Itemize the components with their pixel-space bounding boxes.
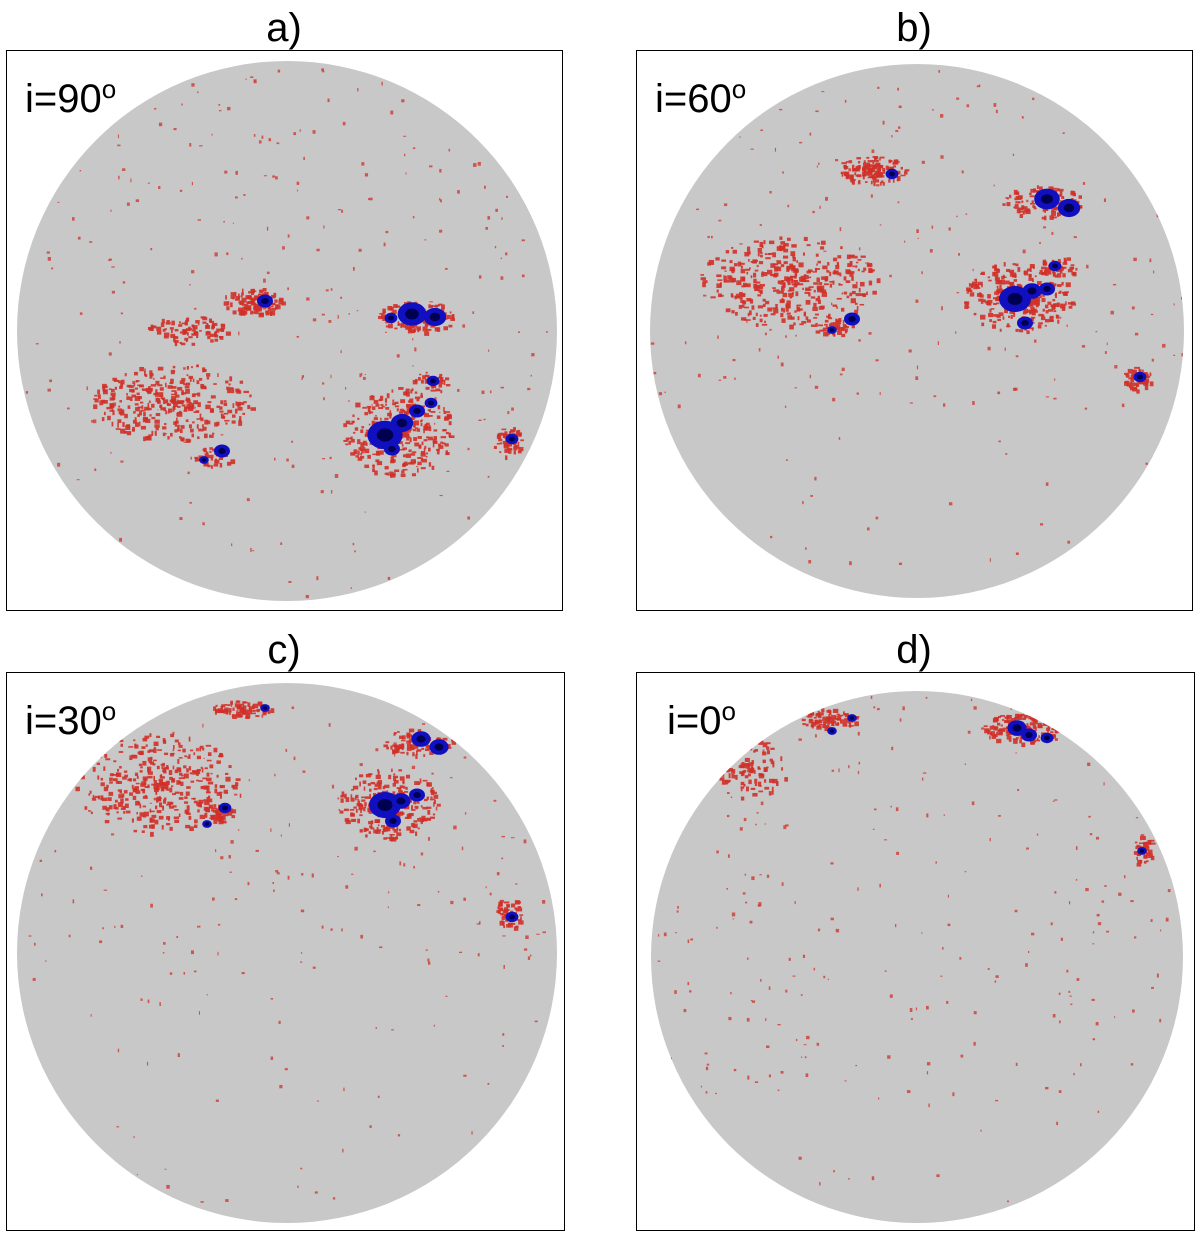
starspot-umbra [413, 408, 421, 414]
starspot-umbra [222, 805, 228, 811]
panel-a-frame: i=90o [6, 50, 563, 611]
starspot-umbra [429, 312, 441, 322]
surface-features [28, 700, 546, 1203]
panel-a-inclination-text: i=90 [25, 77, 102, 121]
panel-b-frame: i=60o [636, 50, 1193, 611]
panel-d-inclination-text: i=0 [667, 699, 722, 743]
starspot-umbra [396, 797, 406, 805]
starspot-umbra [1007, 293, 1023, 305]
panel-c-inclination-label: i=30o [25, 689, 116, 743]
panel-b-disk-image [650, 64, 1184, 598]
starspot-umbra [1137, 374, 1143, 380]
starspot-umbra [261, 298, 269, 304]
starspot-umbra [201, 458, 207, 462]
panel-c-degree-symbol: o [101, 696, 117, 726]
starspot-umbra [785, 1211, 789, 1215]
stellar-disk [650, 64, 1184, 598]
starspot-umbra [1043, 286, 1051, 292]
starspot-umbra [405, 308, 419, 320]
starspot-umbra [509, 436, 515, 442]
starspot-umbra [389, 818, 397, 824]
starspot-umbra [509, 914, 515, 920]
starspot-umbra [1044, 735, 1050, 741]
starspot-umbra [262, 706, 268, 710]
starspot-umbra [204, 822, 210, 826]
panel-d-inclination-label: i=0o [667, 689, 736, 743]
panel-b-degree-symbol: o [731, 74, 747, 104]
starspot-umbra [1027, 287, 1037, 295]
panel-d-disk-image [651, 691, 1183, 1223]
starspot-umbra [377, 799, 393, 811]
starspot-umbra [1052, 263, 1058, 269]
starspot-umbra [218, 448, 226, 454]
starspot-umbra [1063, 203, 1075, 213]
starspot-umbra [1041, 194, 1053, 204]
panel-a-degree-symbol: o [101, 74, 117, 104]
starspot-umbra [416, 735, 426, 743]
panel-d-frame: i=0o [636, 672, 1195, 1231]
panel-b-inclination-text: i=60 [655, 77, 732, 121]
starspot-umbra [428, 400, 434, 406]
starspot-umbra [829, 328, 835, 332]
starspot-umbra [430, 378, 436, 384]
starspot-umbra [388, 315, 394, 321]
stellar-disk [17, 61, 557, 601]
surface-features [650, 70, 1184, 566]
panel-a-inclination-label: i=90o [25, 67, 116, 121]
starspot-umbra [396, 418, 408, 428]
starspot-umbra [1139, 849, 1145, 853]
panel-d-degree-symbol: o [721, 696, 736, 726]
starspot-umbra [848, 316, 856, 322]
panel-c-title: c) [267, 628, 301, 672]
panel-a-title: a) [266, 6, 302, 50]
starspot-umbra [1012, 724, 1022, 732]
starspot-umbra [413, 792, 421, 798]
starspot-penumbra [783, 1210, 791, 1216]
starspot-umbra [434, 743, 444, 751]
stellar-disk [651, 691, 1183, 1223]
panel-a-disk-image [17, 61, 557, 601]
panel-b-inclination-label: i=60o [655, 67, 746, 121]
starspot-umbra [1025, 732, 1033, 738]
panel-c-disk-image [17, 683, 557, 1223]
panel-c-inclination-text: i=30 [25, 699, 102, 743]
starspot-umbra [376, 428, 394, 442]
starspot-umbra [849, 716, 855, 720]
starspot-umbra [829, 729, 835, 733]
starspot-umbra [388, 446, 396, 452]
starspot-umbra [889, 171, 895, 177]
panel-d-title: d) [896, 628, 932, 672]
starspot-umbra [1021, 320, 1029, 326]
panel-b-title: b) [896, 6, 932, 50]
panel-c-frame: i=30o [6, 672, 565, 1231]
surface-features [25, 68, 548, 599]
